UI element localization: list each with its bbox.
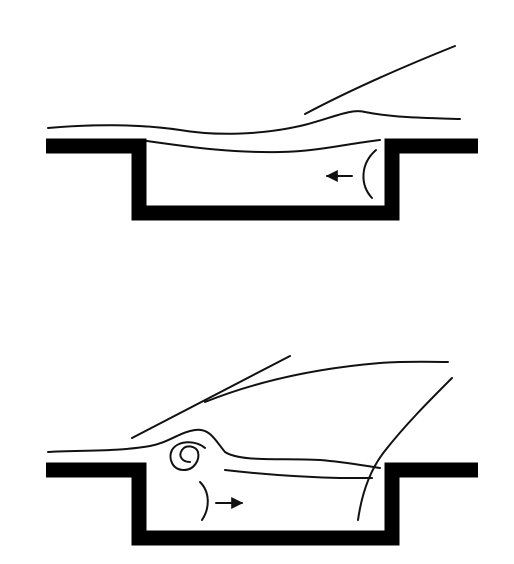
bottom-cavity-streamline — [224, 469, 373, 479]
bottom-panel — [46, 355, 478, 546]
bottom-outer-streamline — [204, 360, 449, 403]
vortex-spiral-icon — [169, 441, 206, 471]
bottom-diagonal-streamline — [131, 355, 291, 439]
top-recirculation-curve — [362, 149, 377, 199]
top-diagonal-streamline — [304, 45, 456, 115]
bottom-reattachment-line — [357, 377, 453, 521]
bottom-recirculation-curve — [199, 481, 209, 521]
top-panel — [46, 45, 478, 221]
bottom-upstream-streamline — [47, 428, 381, 469]
top-upper-streamline — [47, 110, 461, 135]
top-cavity-wall — [46, 138, 478, 221]
top-cavity-streamline — [146, 139, 381, 154]
bottom-cavity-wall — [46, 462, 478, 546]
